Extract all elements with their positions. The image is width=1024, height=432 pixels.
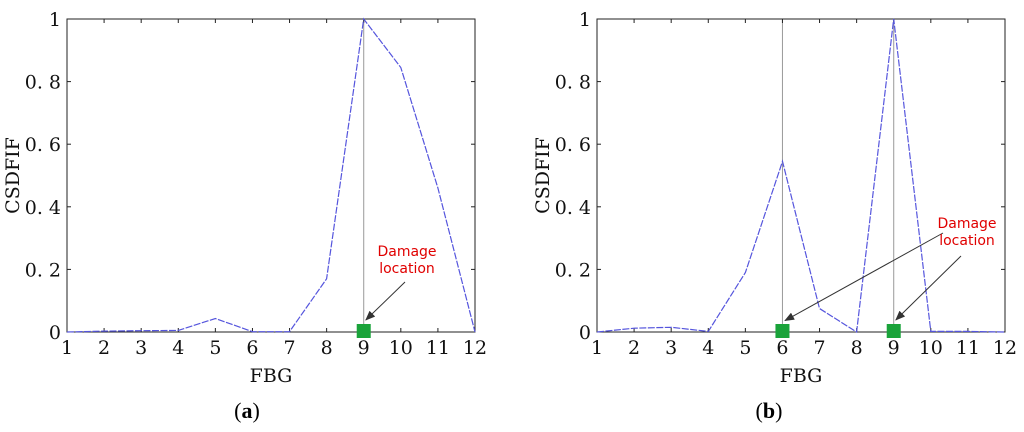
x-tick-label: 10 bbox=[389, 337, 413, 359]
x-tick-label: 9 bbox=[888, 337, 900, 359]
y-tick-label: 0. 8 bbox=[555, 72, 591, 94]
damage-marker bbox=[886, 324, 901, 338]
x-axis-label: FBG bbox=[780, 365, 823, 387]
x-tick-label: 9 bbox=[358, 337, 370, 359]
axes-frame bbox=[66, 18, 476, 333]
series-line bbox=[596, 18, 1006, 334]
x-tick-label: 6 bbox=[246, 337, 258, 359]
annotation-arrow bbox=[365, 281, 406, 321]
x-tick-label: 7 bbox=[283, 337, 295, 359]
x-tick-label: 4 bbox=[702, 337, 714, 359]
x-tick-label: 1 bbox=[591, 337, 603, 359]
annotation-text: location bbox=[939, 233, 995, 249]
y-tick-label: 0. 6 bbox=[25, 134, 61, 156]
annotation-text: Damage bbox=[377, 244, 436, 260]
x-tick-label: 11 bbox=[426, 337, 450, 359]
y-axis-label: CSDFIF bbox=[2, 137, 24, 214]
annotation-arrow bbox=[895, 255, 962, 321]
y-tick-label: 0 bbox=[49, 322, 61, 344]
x-tick-label: 3 bbox=[135, 337, 147, 359]
annotation-arrow bbox=[784, 232, 944, 322]
series-line bbox=[66, 17, 476, 333]
x-tick-label: 12 bbox=[993, 337, 1017, 359]
annotation-text: Damage bbox=[937, 216, 996, 232]
y-tick-label: 0. 2 bbox=[555, 259, 591, 281]
x-tick-label: 7 bbox=[813, 337, 825, 359]
x-tick-label: 11 bbox=[956, 337, 980, 359]
panel-label-a: (a) bbox=[234, 398, 260, 423]
y-tick-label: 0. 4 bbox=[25, 197, 61, 219]
x-tick-label: 8 bbox=[851, 337, 863, 359]
x-tick-label: 2 bbox=[628, 337, 640, 359]
y-tick-label: 0. 8 bbox=[25, 72, 61, 94]
y-tick-label: 0 bbox=[579, 322, 591, 344]
x-tick-label: 1 bbox=[61, 337, 73, 359]
y-tick-label: 0. 6 bbox=[555, 134, 591, 156]
x-tick-label: 12 bbox=[463, 337, 487, 359]
x-tick-label: 2 bbox=[98, 337, 110, 359]
x-tick-label: 10 bbox=[919, 337, 943, 359]
y-axis-label: CSDFIF bbox=[532, 137, 554, 214]
y-tick-label: 0. 2 bbox=[25, 259, 61, 281]
annotation-text: location bbox=[379, 261, 435, 277]
x-tick-label: 4 bbox=[172, 337, 184, 359]
x-axis-label: FBG bbox=[250, 365, 293, 387]
x-tick-label: 8 bbox=[321, 337, 333, 359]
y-tick-label: 1 bbox=[49, 9, 61, 31]
x-tick-label: 5 bbox=[739, 337, 751, 359]
y-tick-label: 1 bbox=[579, 9, 591, 31]
x-tick-label: 3 bbox=[665, 337, 677, 359]
x-tick-label: 5 bbox=[209, 337, 221, 359]
panel-label-b: (b) bbox=[756, 398, 783, 423]
axes-frame bbox=[596, 18, 1006, 333]
damage-marker bbox=[775, 324, 790, 338]
damage-marker bbox=[356, 324, 371, 338]
y-tick-label: 0. 4 bbox=[555, 197, 591, 219]
x-tick-label: 6 bbox=[776, 337, 788, 359]
